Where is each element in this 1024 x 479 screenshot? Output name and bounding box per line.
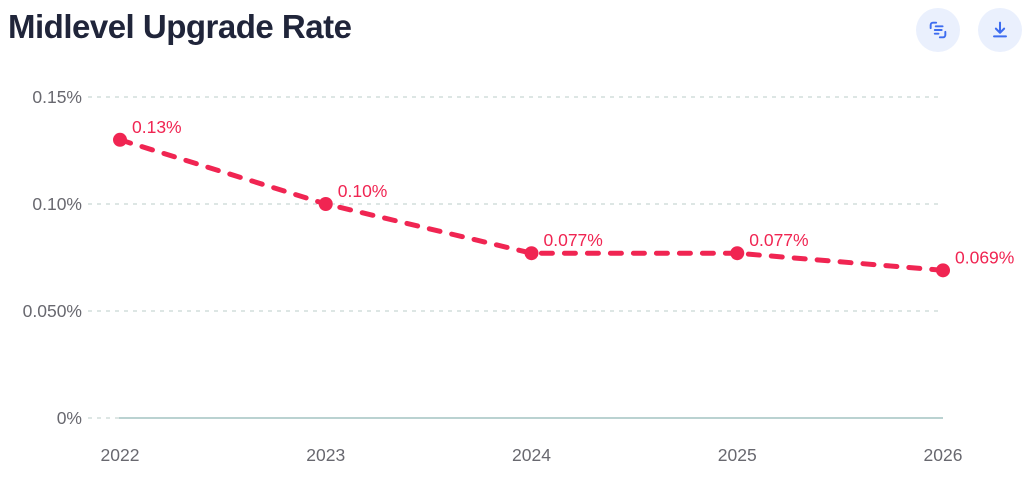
data-point[interactable] (318, 197, 333, 211)
data-point-label: 0.069% (955, 247, 1014, 267)
data-point-label: 0.10% (338, 181, 388, 201)
data-point[interactable] (524, 246, 539, 261)
x-axis-tick-label: 2026 (924, 445, 963, 465)
data-point[interactable] (730, 246, 745, 261)
x-axis-tick-label: 2024 (512, 445, 551, 465)
x-axis-tick-label: 2025 (718, 445, 757, 465)
x-axis-tick-label: 2023 (306, 445, 345, 465)
data-point-label: 0.077% (544, 230, 603, 250)
data-point-label: 0.13% (132, 117, 182, 137)
chart-header: Midlevel Upgrade Rate (0, 0, 1024, 64)
view-data-button[interactable] (916, 8, 960, 52)
y-axis-tick-label: 0.050% (23, 301, 82, 321)
chart-toolbar (916, 8, 1022, 52)
data-point[interactable] (936, 263, 950, 278)
data-point-label: 0.077% (749, 230, 808, 250)
data-list-icon (929, 21, 947, 39)
x-axis-tick-label: 2022 (101, 445, 140, 465)
download-icon (993, 21, 1007, 38)
y-axis-tick-label: 0% (57, 408, 82, 428)
y-axis-tick-label: 0.15% (32, 87, 82, 107)
download-button[interactable] (978, 8, 1022, 52)
page-title: Midlevel Upgrade Rate (8, 8, 352, 45)
y-axis-tick-label: 0.10% (32, 194, 82, 214)
data-point[interactable] (113, 132, 127, 147)
